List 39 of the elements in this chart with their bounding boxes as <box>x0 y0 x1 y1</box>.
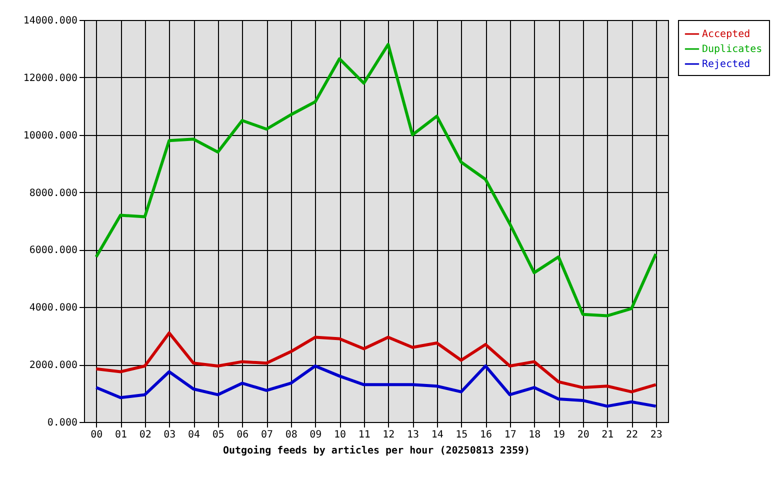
x-tick-label: 12 <box>382 430 395 440</box>
x-tick-label: 05 <box>212 430 224 440</box>
x-tick-label: 13 <box>406 430 420 440</box>
x-tick-label: 14 <box>431 430 444 440</box>
x-tick-label: 20 <box>577 430 590 440</box>
line-series <box>94 42 658 318</box>
x-tick-label: 09 <box>310 430 322 440</box>
x-tick-label: 17 <box>504 430 516 440</box>
y-tick-label: 14000.000 <box>23 16 78 26</box>
x-tick-label: 06 <box>236 430 249 440</box>
x-tick-label: 21 <box>602 430 614 440</box>
x-tick-label: 22 <box>626 430 638 440</box>
x-tick-label: 01 <box>114 430 128 440</box>
x-tick-label: 23 <box>650 430 662 440</box>
y-tick-label: 10000.000 <box>23 130 78 142</box>
x-tick-label: 18 <box>528 430 541 440</box>
line-series <box>94 364 658 408</box>
x-tick-label: 15 <box>456 430 468 440</box>
y-tick-label: 4000.000 <box>29 302 78 314</box>
y-tick-label: 6000.000 <box>29 245 78 256</box>
y-tick-label: 8000.000 <box>29 188 78 199</box>
x-tick-label: 16 <box>480 430 492 440</box>
legend-label: Rejected <box>702 59 750 70</box>
x-tick-label: 10 <box>334 430 346 440</box>
y-tick-label: 2000.000 <box>29 360 78 372</box>
x-tick-label: 00 <box>90 430 103 440</box>
x-tick-label: 19 <box>552 430 566 440</box>
x-tick-label: 08 <box>285 430 298 440</box>
y-tick-label: 12000.000 <box>23 72 78 84</box>
x-tick-label: 04 <box>188 430 200 440</box>
x-tick-label: 02 <box>139 430 152 440</box>
x-tick-label: 11 <box>358 430 370 440</box>
line-series <box>94 331 658 394</box>
legend-label: Duplicates <box>702 44 762 55</box>
x-tick-label: 03 <box>164 430 176 440</box>
y-tick-label: 0.000 <box>47 418 78 428</box>
legend-label: Accepted <box>702 29 750 40</box>
x-tick-label: 07 <box>260 430 274 440</box>
x-axis-title: Outgoing feeds by articles per hour (20250813 2359) <box>222 444 530 456</box>
